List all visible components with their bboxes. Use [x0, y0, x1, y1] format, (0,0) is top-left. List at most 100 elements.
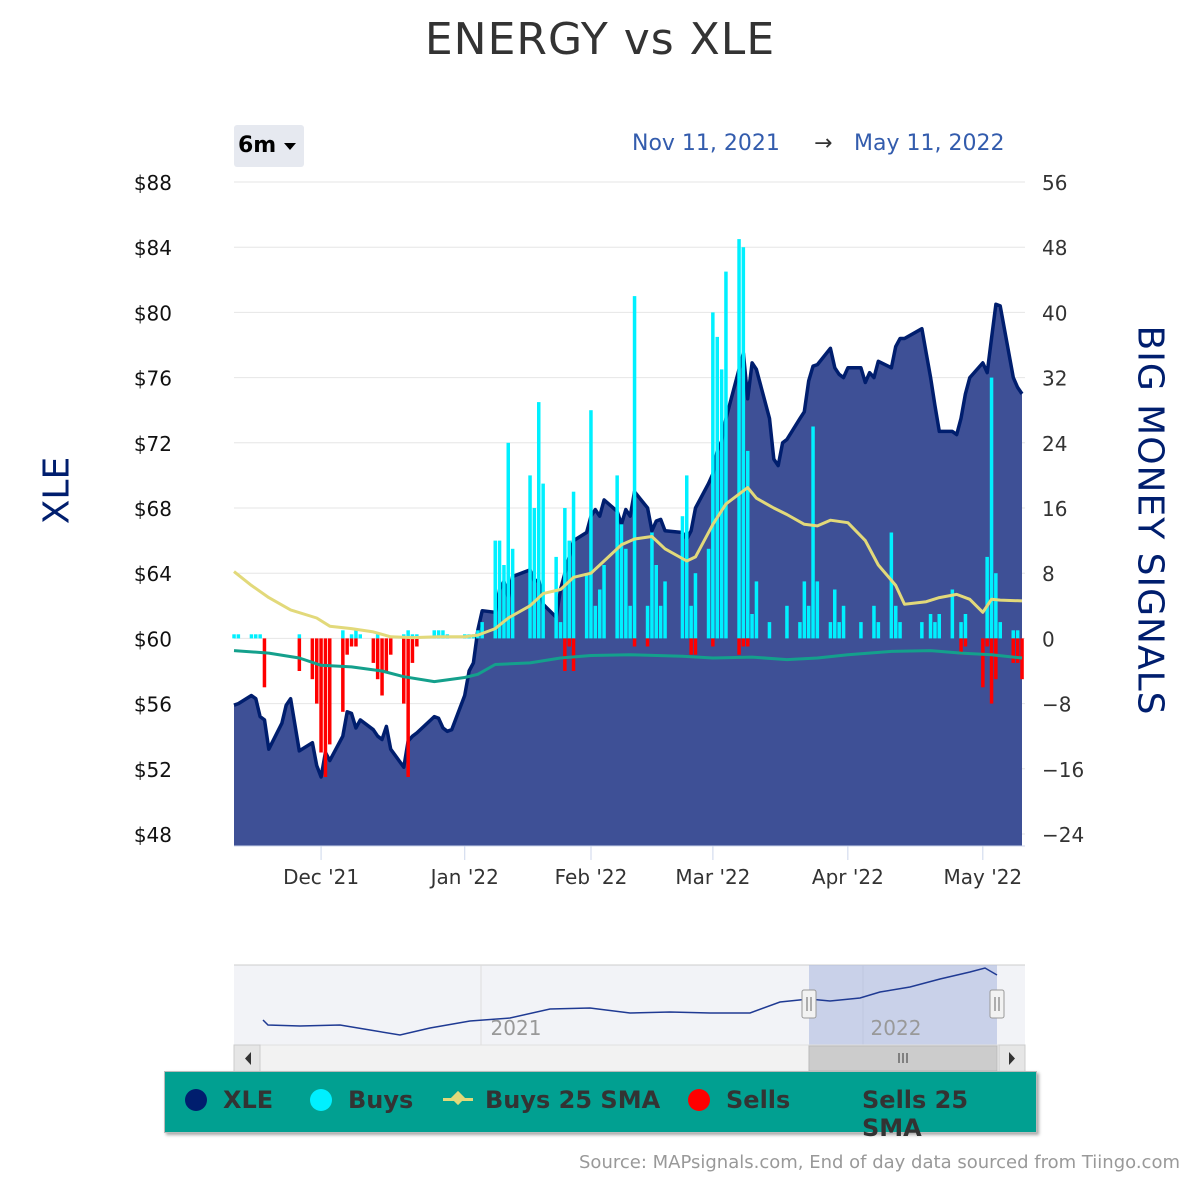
sells-bar	[632, 638, 637, 647]
buys-bar	[541, 483, 545, 639]
buys-bar	[480, 622, 484, 639]
buys-bar	[258, 634, 262, 639]
source-credit: Source: MAPsignals.com, End of day data …	[579, 1152, 1180, 1173]
legend-label: Sells	[726, 1086, 791, 1114]
sells-bar	[737, 638, 741, 655]
left-tick-label: $84	[134, 236, 172, 260]
buys-bar	[963, 614, 968, 639]
buys-bar	[589, 410, 593, 639]
legend-label: Buys	[348, 1086, 414, 1114]
sells-bar	[410, 638, 415, 663]
left-tick-label: $64	[134, 562, 172, 586]
sells-bar	[645, 638, 650, 647]
buys-bar	[354, 630, 358, 639]
navigator-handle[interactable]	[989, 989, 1005, 1019]
legend-item-buys[interactable]: Buys	[310, 1086, 413, 1114]
legend: XLE Buys Buys 25 SMA Sells Sells 25 SMA	[164, 1071, 1037, 1142]
right-tick-label: 8	[1042, 562, 1055, 586]
sells-bar	[1011, 638, 1015, 663]
x-tick-label: Dec '21	[283, 865, 359, 889]
sells-bar	[1015, 638, 1020, 663]
sells-bar	[380, 638, 384, 696]
legend-item-buys-sma[interactable]: Buys 25 SMA	[443, 1086, 660, 1114]
sells-bar	[981, 638, 985, 688]
xle-line	[233, 302, 1024, 779]
buys-bar	[532, 508, 537, 639]
buys-bar	[859, 622, 863, 639]
buys-bar	[933, 622, 937, 639]
right-tick-label: 48	[1042, 236, 1067, 260]
sells-bar	[567, 638, 571, 647]
navigator: 2021 2022	[233, 964, 1026, 1073]
navigator-handle[interactable]	[801, 989, 817, 1019]
legend-item-sells[interactable]: Sells	[688, 1086, 790, 1114]
arrow-left-icon	[245, 1052, 251, 1065]
buys-bar	[785, 605, 789, 639]
buys-bar	[663, 581, 667, 639]
left-tick-label: $76	[134, 367, 172, 391]
legend-label: XLE	[223, 1086, 274, 1114]
axes-layer: $88 $84 $80 $76 $72 $68 $64 $60 $56 $52 $48 56 48 40 3…	[134, 171, 1084, 889]
buys-bar	[645, 605, 650, 639]
buys-bar	[746, 450, 750, 639]
sells-bar	[315, 638, 319, 704]
buys-bar	[349, 634, 354, 639]
buys-bar	[619, 524, 624, 639]
buys-bar	[750, 614, 754, 639]
buys-bar	[811, 426, 815, 639]
buys-bar	[833, 589, 837, 639]
buys-sma-line-icon	[443, 1090, 473, 1106]
buys-bar	[798, 622, 802, 639]
sells-bar	[371, 638, 376, 663]
right-tick-label: −24	[1042, 823, 1084, 847]
sells-bar	[571, 638, 576, 671]
buys-bar	[654, 565, 658, 639]
legend-item-sells-sma[interactable]: Sells 25 SMA	[862, 1086, 1036, 1142]
legend-item-xle[interactable]: XLE	[185, 1086, 273, 1114]
sells-bar	[415, 638, 419, 647]
right-tick-label: −8	[1042, 693, 1071, 717]
date-range-to[interactable]: May 11, 2022	[854, 131, 1005, 156]
buys-bar	[249, 634, 254, 639]
buys-bar	[406, 630, 410, 639]
left-tick-label: $68	[134, 497, 172, 521]
buys-bar	[894, 605, 898, 639]
range-selector-dropdown[interactable]: 6m	[234, 125, 304, 167]
buys-bar	[920, 622, 924, 639]
signal-bars-layer	[232, 239, 1024, 777]
buys-bar	[889, 532, 894, 639]
buys-bar	[989, 377, 994, 639]
sells-bar	[328, 638, 332, 745]
x-tick-label: Mar '22	[675, 865, 750, 889]
buys-bar	[715, 336, 719, 639]
left-tick-label: $48	[134, 823, 172, 847]
sells-bar	[341, 638, 345, 712]
buys-bar	[985, 556, 989, 639]
buys-bar	[815, 581, 820, 639]
range-selector-label: 6m	[238, 133, 277, 158]
date-range-from[interactable]: Nov 11, 2021	[632, 131, 780, 156]
navigator-selection	[809, 965, 997, 1045]
buys-bar	[593, 605, 598, 639]
navigator-year-label: 2021	[491, 1016, 542, 1040]
buys-bar	[236, 634, 241, 639]
buys-bar	[341, 630, 345, 639]
buys-bar	[506, 442, 510, 639]
sells-dot-icon	[688, 1089, 710, 1111]
buys-bar	[436, 630, 441, 639]
sells-bar	[375, 638, 380, 680]
navigator-series-line	[262, 967, 998, 1036]
buys-bar	[232, 634, 236, 639]
right-tick-label: 24	[1042, 432, 1067, 456]
xle-area-layer	[233, 302, 1024, 846]
sells-bar	[262, 638, 267, 688]
left-tick-label: $80	[134, 301, 172, 325]
x-tick-label: May '22	[943, 865, 1022, 889]
sells-bar	[693, 638, 698, 655]
sells-sma-line	[233, 649, 1023, 684]
sells-bar	[994, 638, 998, 680]
buys-bar	[584, 573, 589, 639]
buys-bar	[802, 581, 807, 639]
buys-bar	[650, 532, 654, 639]
sells-bar	[711, 638, 715, 647]
